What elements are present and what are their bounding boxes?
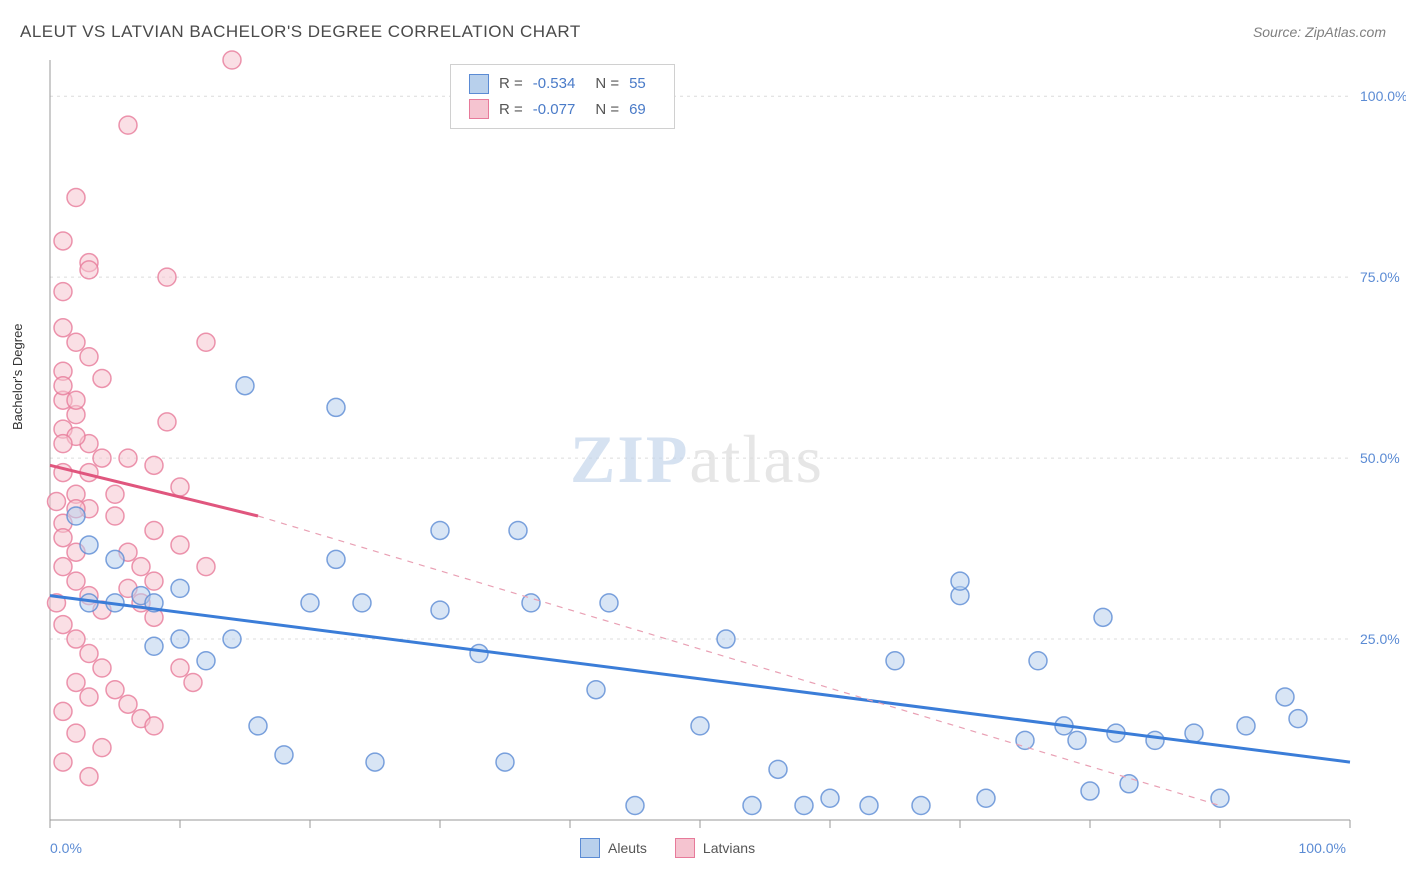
- svg-text:75.0%: 75.0%: [1360, 269, 1400, 285]
- swatch-aleuts: [469, 74, 489, 94]
- series-legend: Aleuts Latvians: [580, 838, 755, 858]
- x-axis-left-label: 0.0%: [50, 840, 82, 856]
- scatter-chart: 25.0% 50.0% 75.0% 100.0%: [0, 0, 1406, 892]
- swatch-latvians: [469, 99, 489, 119]
- svg-text:100.0%: 100.0%: [1360, 88, 1406, 104]
- legend-label: Aleuts: [608, 840, 647, 856]
- svg-text:25.0%: 25.0%: [1360, 631, 1400, 647]
- legend-item-latvians: Latvians: [675, 838, 755, 858]
- svg-text:50.0%: 50.0%: [1360, 450, 1400, 466]
- stats-row-latvians: R = -0.077 N = 69: [469, 97, 656, 123]
- stats-legend-box: R = -0.534 N = 55 R = -0.077 N = 69: [450, 64, 675, 129]
- legend-swatch-aleuts: [580, 838, 600, 858]
- x-axis-right-label: 100.0%: [1299, 840, 1346, 856]
- legend-swatch-latvians: [675, 838, 695, 858]
- legend-label: Latvians: [703, 840, 755, 856]
- legend-item-aleuts: Aleuts: [580, 838, 647, 858]
- stats-row-aleuts: R = -0.534 N = 55: [469, 71, 656, 97]
